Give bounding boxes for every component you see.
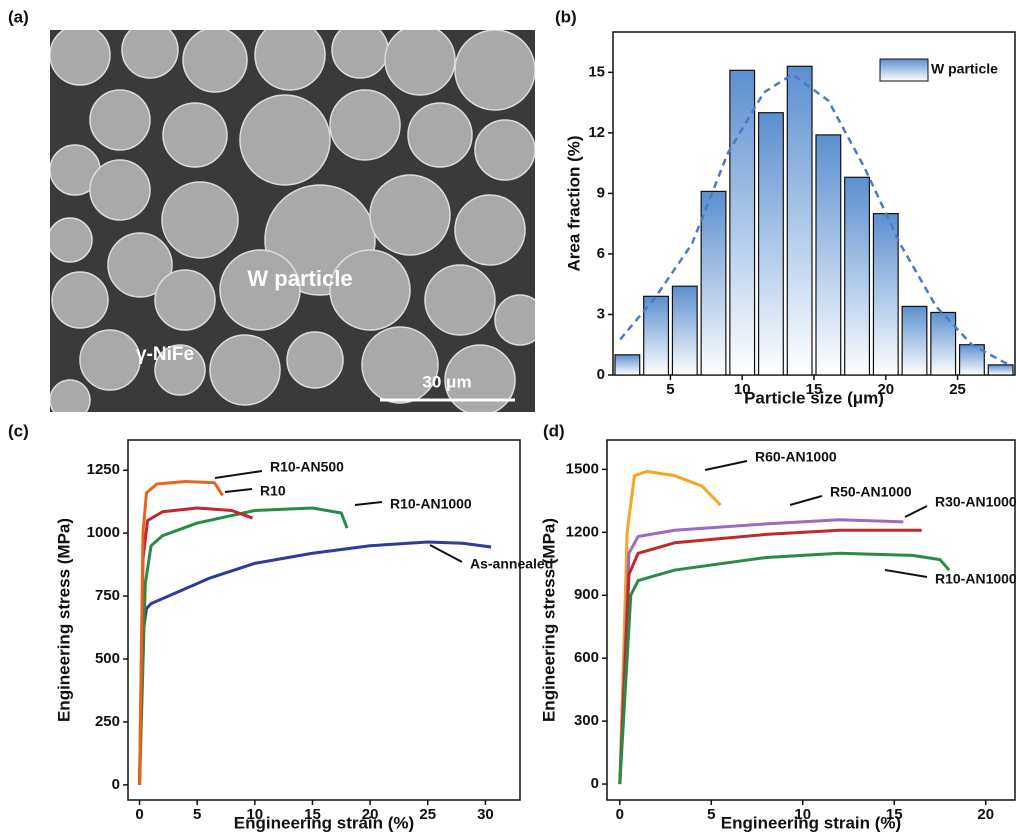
curve — [140, 482, 223, 785]
y-tick-label: 9 — [597, 184, 605, 201]
y-tick-label: 1000 — [87, 524, 120, 541]
y-tick-label: 3 — [597, 305, 605, 322]
image-label: W particle — [247, 266, 352, 291]
x-tick-label: 25 — [949, 381, 966, 398]
series-label: R60-AN1000 — [755, 449, 837, 465]
bar — [672, 286, 697, 375]
panel-label: (c) — [8, 421, 29, 440]
curve — [140, 508, 348, 785]
x-axis-label: Engineering strain (%) — [721, 813, 901, 832]
legend-label: W particle — [931, 61, 998, 77]
curve — [620, 471, 721, 784]
annotation-arrow — [430, 545, 462, 562]
y-axis-label: Area fraction (%) — [564, 135, 583, 271]
x-tick-label: 20 — [977, 806, 994, 823]
x-axis-label: Particle size (μm) — [744, 388, 884, 407]
y-tick-label: 600 — [574, 649, 599, 666]
x-tick-label: 0 — [135, 806, 143, 823]
bar — [816, 135, 841, 375]
bar — [931, 312, 956, 375]
y-tick-label: 1200 — [566, 523, 599, 540]
series-label: R50-AN1000 — [830, 484, 912, 500]
series-label: R10-AN500 — [270, 459, 344, 475]
panel-label: (b) — [555, 7, 577, 26]
page: {"micrograph": {"panel_label": "(a)", "l… — [0, 0, 1016, 840]
y-tick-label: 6 — [597, 245, 605, 262]
annotation-arrow — [355, 502, 382, 505]
series-label: R10-AN1000 — [390, 496, 472, 512]
x-tick-label: 25 — [419, 806, 436, 823]
x-axis-label: Engineering strain (%) — [234, 813, 414, 832]
y-tick-label: 500 — [95, 650, 120, 667]
y-tick-label: 250 — [95, 713, 120, 730]
bar — [845, 177, 870, 375]
bar — [988, 365, 1013, 375]
y-tick-label: 300 — [574, 712, 599, 729]
curve — [620, 553, 949, 784]
scale-bar-label: 30 μm — [422, 372, 471, 391]
x-tick-label: 0 — [616, 806, 624, 823]
plot-frame — [128, 440, 520, 800]
x-tick-label: 5 — [707, 806, 715, 823]
annotation-arrow — [215, 471, 262, 478]
series-label: R10-AN1000 — [935, 571, 1016, 587]
legend-swatch — [880, 59, 928, 81]
y-tick-label: 1250 — [87, 461, 120, 478]
y-tick-label: 900 — [574, 586, 599, 603]
y-tick-label: 0 — [112, 776, 120, 793]
micrograph: 30 μm W particle γ-NiFe — [48, 20, 545, 420]
panel-label: (d) — [543, 421, 565, 440]
series-label: R30-AN1000 — [935, 494, 1016, 510]
y-tick-label: 1500 — [566, 460, 599, 477]
y-tick-label: 0 — [591, 775, 599, 792]
series-label: R10 — [260, 483, 286, 499]
annotation-arrow — [705, 461, 747, 470]
annotation-arrow — [225, 489, 252, 492]
panel-label: (a) — [8, 7, 29, 26]
y-tick-label: 15 — [588, 63, 605, 80]
image-label: γ-NiFe — [136, 344, 194, 365]
x-tick-label: 5 — [193, 806, 201, 823]
y-tick-label: 0 — [597, 366, 605, 383]
bar — [730, 70, 755, 375]
x-tick-label: 5 — [666, 381, 674, 398]
curve — [620, 530, 922, 784]
annotation-arrow — [790, 496, 822, 505]
bar — [787, 66, 812, 375]
x-tick-label: 30 — [477, 806, 494, 823]
annotation-arrow — [885, 570, 927, 577]
y-axis-label: Engineering stress (MPa) — [539, 518, 558, 722]
bar — [873, 214, 898, 375]
y-tick-label: 750 — [95, 587, 120, 604]
y-axis-label: Engineering stress (MPa) — [54, 518, 73, 722]
figure: 30 μm W particle γ-NiFe (a) (b)510152025… — [0, 0, 1016, 835]
bar — [902, 306, 927, 375]
bar — [759, 113, 784, 375]
curve — [140, 508, 253, 785]
bar — [615, 355, 640, 375]
curve — [140, 542, 492, 785]
annotation-arrow — [905, 506, 927, 517]
y-tick-label: 12 — [588, 124, 605, 141]
bar — [701, 191, 726, 375]
